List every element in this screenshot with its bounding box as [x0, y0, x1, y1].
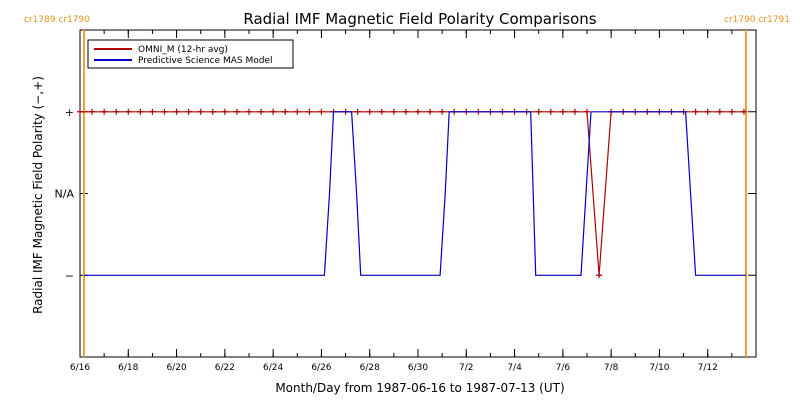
x-axis-label: Month/Day from 1987-06-16 to 1987-07-13 …: [275, 381, 564, 395]
x-tick-label: 7/8: [604, 363, 619, 373]
omni-series-line: [80, 111, 744, 276]
omni-data-point: [185, 108, 192, 115]
legend-label: OMNI_M (12-hr avg): [138, 45, 228, 55]
omni-data-point: [390, 108, 397, 115]
mas-model-series-line: [84, 111, 746, 276]
x-tick-label: 7/2: [459, 363, 473, 373]
x-tick-label: 6/16: [70, 363, 90, 373]
y-axis-label: Radial IMF Magnetic Field Polarity (−,+): [31, 76, 45, 314]
omni-data-point: [306, 108, 313, 115]
omni-data-point: [415, 108, 421, 115]
x-tick-label: 6/24: [263, 363, 283, 373]
omni-data-point: [233, 108, 240, 115]
omni-data-point: [692, 108, 699, 115]
x-tick-label: 7/4: [507, 363, 522, 373]
omni-data-point: [318, 108, 325, 115]
omni-data-point: [559, 108, 566, 115]
omni-data-point: [149, 108, 156, 115]
x-tick-label: 6/18: [118, 363, 138, 373]
omni-data-point: [282, 108, 289, 115]
y-tick-label: +: [65, 106, 74, 119]
omni-data-point: [402, 108, 409, 115]
plot-area: − N/A +6/16 6/18 6/20 6/22 6/24 6/26 6/28 6/30 7/2…: [24, 15, 790, 373]
omni-data-point: [547, 108, 554, 115]
omni-data-point: [137, 108, 144, 115]
omni-data-point: [294, 108, 301, 115]
omni-data-point: [173, 108, 180, 115]
omni-data-point: [716, 108, 723, 115]
omni-data-point: [101, 108, 108, 115]
x-tick-label: 7/6: [556, 363, 571, 373]
omni-data-point: [740, 108, 747, 115]
plot-frame: [79, 29, 757, 358]
x-tick-label: 6/30: [408, 363, 428, 373]
x-tick-label: 6/20: [166, 363, 186, 373]
legend: OMNI_M (12-hr avg)Predictive Science MAS…: [87, 39, 294, 69]
y-tick-label: N/A: [55, 188, 75, 201]
chart-title: Radial IMF Magnetic Field Polarity Compa…: [243, 10, 596, 28]
carrington-marker-label: cr1790 cr1791: [724, 15, 790, 25]
omni-data-point: [535, 108, 542, 115]
omni-data-point: [366, 108, 373, 115]
legend-label: Predictive Science MAS Model: [138, 56, 273, 66]
omni-data-point: [378, 108, 385, 115]
omni-data-point: [571, 108, 578, 115]
x-tick-label: 6/28: [360, 363, 380, 373]
y-tick-label: −: [65, 269, 74, 282]
x-tick-label: 6/26: [311, 363, 331, 373]
omni-data-point: [77, 108, 83, 115]
omni-data-point: [728, 108, 735, 115]
x-tick-label: 7/12: [698, 363, 718, 373]
omni-data-point: [427, 108, 434, 115]
omni-data-point: [89, 108, 96, 115]
omni-data-point: [270, 108, 277, 115]
omni-data-point: [258, 108, 265, 115]
x-tick-label: 6/22: [215, 363, 235, 373]
omni-data-point: [596, 272, 603, 279]
carrington-marker-label: cr1789 cr1790: [24, 15, 90, 25]
omni-data-point: [209, 108, 216, 115]
legend-box: [87, 39, 294, 69]
omni-data-point: [197, 108, 204, 115]
omni-data-point: [125, 108, 132, 115]
omni-data-point: [704, 108, 711, 115]
omni-data-point: [113, 108, 120, 115]
omni-data-point: [161, 108, 168, 115]
omni-data-point: [221, 108, 228, 115]
omni-data-point: [584, 108, 590, 115]
x-tick-label: 7/10: [649, 363, 669, 373]
omni-data-point: [246, 108, 252, 115]
omni-data-point: [439, 108, 446, 115]
omni-data-point: [354, 108, 361, 115]
